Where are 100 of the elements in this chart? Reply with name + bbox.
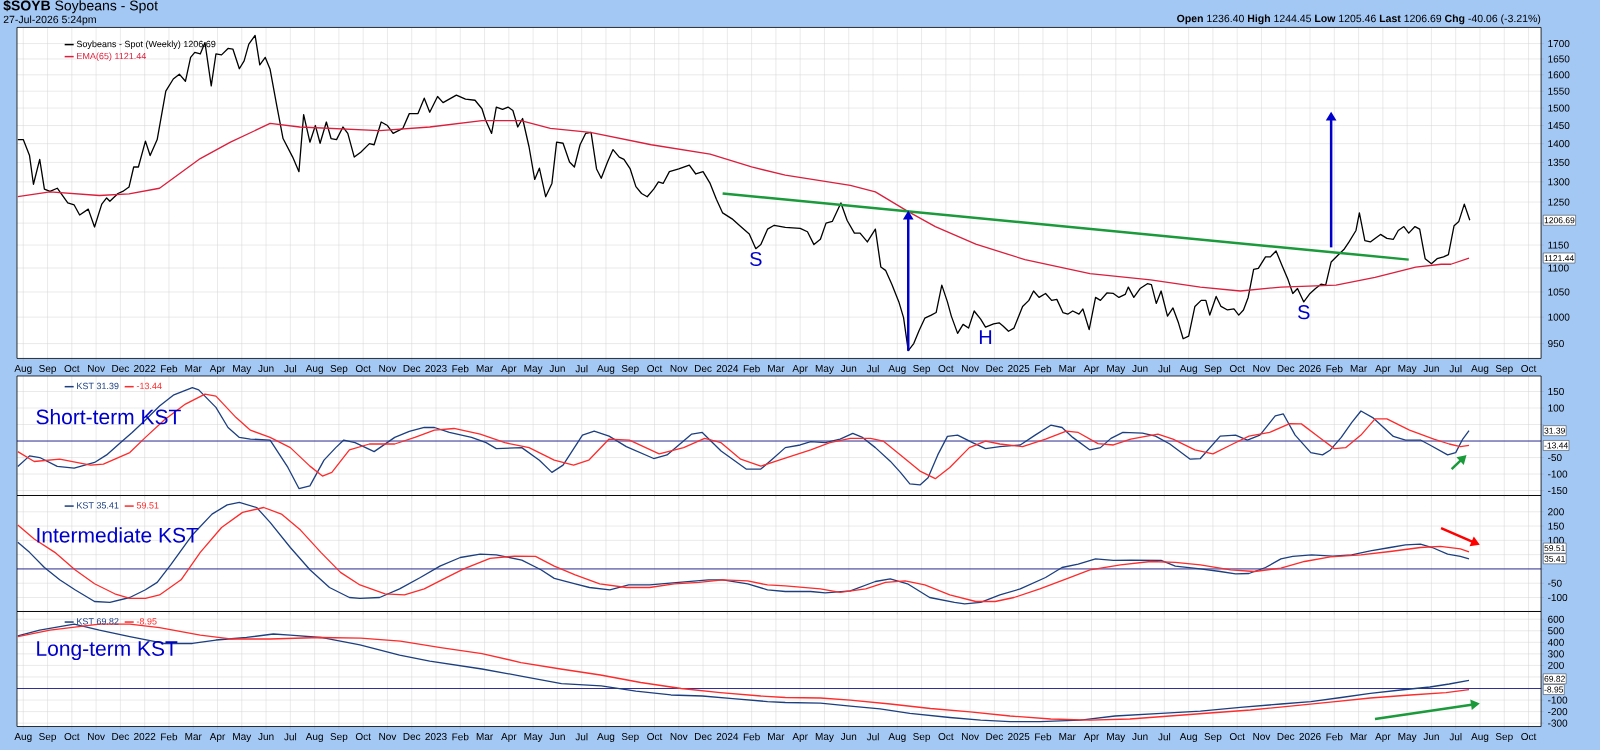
x-tick-label: May — [1107, 364, 1126, 374]
y-tick-label: 1500 — [1548, 104, 1570, 112]
x-tick-label: Oct — [938, 733, 954, 741]
legend-label: KST 69.82 — [77, 618, 119, 625]
legend-label: EMA(65) 1121.44 — [77, 52, 147, 61]
x-tick-label: Sep — [913, 733, 931, 743]
x-tick-label: Jun — [840, 364, 857, 372]
y-tick-label: -150 — [1548, 487, 1568, 495]
x-tick-label: Jun — [549, 733, 565, 741]
y-tick-label: -200 — [1548, 708, 1568, 716]
x-tick-label: Jul — [284, 733, 297, 741]
x-tick-label: Sep — [1204, 733, 1222, 743]
x-tick-label: Nov — [379, 364, 397, 372]
x-tick-label: Aug — [305, 733, 323, 742]
x-tick-label: Apr — [1375, 733, 1391, 742]
annotation: S — [750, 251, 762, 267]
x-tick-label: 2022 — [134, 733, 156, 741]
y-tick-label: 1650 — [1548, 55, 1570, 63]
x-tick-label: Feb — [1035, 364, 1052, 373]
x-tick-label: Jun — [1423, 733, 1439, 741]
x-tick-label: Dec — [112, 364, 130, 372]
y-tick-label: 1000 — [1548, 313, 1570, 321]
x-tick-label: Jun — [1132, 733, 1148, 741]
x-tick-label: Dec — [1277, 733, 1295, 741]
text: 59.51 — [1544, 545, 1565, 552]
x-tick-label: May — [1398, 733, 1417, 742]
x-tick-label: Jul — [1158, 364, 1171, 373]
x-tick-label: Feb — [161, 364, 178, 373]
x-tick-label: 2025 — [1008, 364, 1030, 373]
y-tick-label: 300 — [1547, 650, 1564, 658]
x-tick-label: Mar — [185, 364, 202, 372]
y-tick-label: 1550 — [1548, 87, 1570, 95]
x-tick-label: Oct — [1229, 364, 1245, 373]
y-tick-label: 400 — [1547, 638, 1564, 646]
text: 1121.44 — [1544, 255, 1574, 262]
line-series — [17, 119, 1470, 292]
x-tick-label: Feb — [1326, 733, 1343, 741]
x-tick-label: Jul — [284, 364, 297, 373]
x-tick-label: Sep — [913, 364, 931, 375]
y-tick-label: 1700 — [1548, 40, 1570, 48]
x-tick-label: Nov — [1253, 733, 1271, 741]
legend-label: KST 31.39 — [77, 382, 119, 390]
x-tick-label: Sep — [1204, 364, 1222, 375]
x-tick-label: May — [233, 733, 252, 742]
y-tick-label: 100 — [1548, 536, 1564, 544]
x-tick-label: May — [1107, 733, 1126, 742]
x-tick-label: Jul — [575, 364, 588, 373]
y-tick-label: -100 — [1548, 470, 1568, 478]
x-tick-label: Dec — [112, 733, 130, 741]
x-tick-label: Apr — [1083, 364, 1100, 374]
x-tick-label: Oct — [355, 733, 371, 741]
x-tick-label: 2026 — [1299, 364, 1321, 373]
y-tick-label: -100 — [1548, 696, 1568, 704]
y-tick-label: 1250 — [1548, 198, 1570, 206]
text: 69.82 — [1544, 675, 1565, 682]
x-tick-label: Mar — [476, 364, 494, 372]
x-tick-label: Mar — [1059, 733, 1076, 741]
x-tick-label: Apr — [1083, 733, 1100, 742]
x-tick-label: Aug — [888, 364, 906, 374]
y-tick-label: 150 — [1548, 522, 1564, 530]
y-tick-label: 1300 — [1548, 178, 1570, 186]
x-tick-label: Mar — [1350, 733, 1368, 741]
y-tick-label: -300 — [1548, 719, 1568, 727]
x-tick-label: Dec — [403, 364, 421, 372]
x-tick-label: Jun — [1132, 364, 1148, 372]
x-tick-label: Oct — [64, 364, 80, 373]
x-tick-label: Nov — [670, 733, 688, 741]
x-tick-label: 2026 — [1299, 733, 1321, 741]
text: -8.95 — [1544, 686, 1564, 693]
x-tick-label: Jun — [1423, 364, 1439, 372]
x-tick-label: Oct — [1521, 364, 1537, 373]
y-tick-label: 500 — [1548, 627, 1564, 635]
y-tick-label: 100 — [1548, 404, 1564, 412]
y-tick-label: 1400 — [1548, 140, 1570, 148]
x-tick-label: Aug — [1471, 364, 1489, 374]
annotation: S — [1298, 305, 1310, 320]
x-tick-label: Nov — [379, 733, 397, 741]
y-tick-label: -100 — [1548, 593, 1568, 602]
x-tick-label: Sep — [621, 733, 639, 743]
y-tick-label: 600 — [1548, 615, 1564, 623]
x-tick-label: 2023 — [425, 364, 447, 373]
x-tick-label: 2023 — [425, 733, 447, 741]
legend-label: 59.51 — [136, 502, 159, 509]
x-tick-label: Sep — [621, 364, 639, 375]
x-tick-label: Apr — [501, 364, 517, 374]
x-tick-label: May — [524, 364, 543, 374]
y-tick-label: 200 — [1548, 508, 1564, 516]
legend-label: KST 35.41 — [77, 502, 119, 509]
text: 31.39 — [1544, 427, 1565, 434]
x-tick-label: Apr — [1375, 364, 1391, 374]
x-tick-label: Dec — [694, 364, 712, 372]
annotation: H — [979, 330, 992, 344]
x-tick-label: Aug — [1179, 364, 1197, 374]
y-tick-label: 200 — [1548, 661, 1564, 669]
x-tick-label: Mar — [185, 733, 202, 741]
x-tick-label: Sep — [1495, 733, 1513, 743]
x-tick-label: May — [1398, 364, 1417, 374]
y-tick-label: 950 — [1548, 340, 1564, 348]
x-tick-label: Aug — [305, 364, 323, 374]
x-tick-label: Sep — [39, 364, 57, 375]
